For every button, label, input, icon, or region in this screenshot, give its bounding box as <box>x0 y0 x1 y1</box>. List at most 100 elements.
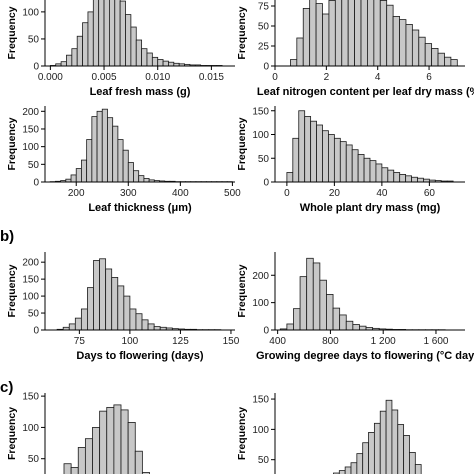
histogram-bar <box>393 172 401 183</box>
histogram-bar <box>162 60 169 67</box>
y-axis-title: Frequency <box>6 6 18 59</box>
histogram-bar <box>369 160 377 183</box>
histogram-bar <box>290 59 298 67</box>
histogram-bar <box>351 149 359 183</box>
x-axis-title: Growing degree days to flowering (°C day… <box>256 350 474 362</box>
histogram-bar <box>397 424 405 474</box>
histogram-bar <box>345 144 353 183</box>
histogram-bar <box>387 169 395 183</box>
x-tick-label: 4 <box>375 72 381 83</box>
histogram-bar <box>298 110 306 183</box>
histogram-bar <box>117 285 125 331</box>
histogram-bar <box>135 39 143 67</box>
histogram-bar <box>293 308 301 331</box>
y-axis-title: Frequency <box>6 407 18 460</box>
histogram-panel-1: 0 50 100 0.000 0.005 0.010 0.015 Leaf fresh mas… <box>6 0 235 98</box>
histogram-bar <box>326 294 334 331</box>
histogram-bar <box>112 125 119 183</box>
histogram-bar <box>363 157 371 183</box>
histogram-bar <box>316 124 323 183</box>
y-axis-title: Frequency <box>236 117 248 170</box>
panel-label-b: b) <box>0 228 14 245</box>
histogram-bar <box>386 4 394 67</box>
histogram-bar <box>151 56 159 67</box>
histogram-bar <box>66 54 73 67</box>
y-axis-title: Frequency <box>236 407 248 460</box>
histogram-panel-5: 0 50 100 150 200 75 100 125 150 Days to flowering… <box>6 252 240 362</box>
histogram-panel-7: 50 100 150 Frequency <box>6 392 150 474</box>
x-tick-label: 75 <box>74 336 86 347</box>
histogram-bar <box>319 279 327 331</box>
histogram-bar <box>99 410 108 474</box>
histogram-bar <box>76 35 83 67</box>
histogram-bar <box>99 258 107 331</box>
histogram-bar <box>332 307 341 331</box>
histogram-bar <box>135 313 143 331</box>
y-tick-label: 100 <box>22 292 39 303</box>
histogram-bar <box>309 0 317 67</box>
y-tick-label: 0 <box>263 178 269 189</box>
y-tick-label: 150 <box>22 275 39 286</box>
x-tick-label: 500 <box>224 188 241 199</box>
y-tick-label: 50 <box>258 154 270 165</box>
histogram-bar <box>92 0 100 67</box>
histogram-bar <box>68 323 76 331</box>
histogram-bar <box>339 141 347 183</box>
y-tick-label: 0 <box>263 62 269 73</box>
histogram-bar <box>417 177 424 183</box>
x-tick-label: 1 600 <box>423 336 448 347</box>
y-tick-label: 100 <box>22 423 39 434</box>
histogram-bar <box>405 175 412 183</box>
histogram-bar <box>373 422 381 474</box>
histogram-bar <box>299 276 308 331</box>
x-tick-label: 20 <box>329 188 341 199</box>
histogram-bar <box>450 59 458 67</box>
histogram-bar <box>141 472 150 474</box>
histogram-bar <box>356 453 364 474</box>
y-tick-label: 200 <box>252 271 269 282</box>
histogram-bar <box>147 323 155 331</box>
histogram-panel-3: 0 50 100 150 200 200 300 400 500 Leaf thickness (… <box>6 106 241 214</box>
y-tick-label: 50 <box>258 22 270 33</box>
histogram-bar <box>418 36 426 67</box>
x-tick-label: 60 <box>424 188 436 199</box>
histogram-bar <box>101 108 108 183</box>
histogram-bar <box>286 323 294 331</box>
y-tick-label: 75 <box>258 2 270 13</box>
histogram-bar <box>379 410 387 474</box>
histogram-bar <box>119 0 126 67</box>
y-tick-label: 25 <box>258 42 270 53</box>
histogram-bar <box>339 314 347 331</box>
x-axis-title: Whole plant dry mass (mg) <box>300 202 441 214</box>
histogram-bar <box>403 435 410 474</box>
x-tick-label: 400 <box>172 188 189 199</box>
histogram-bar <box>350 462 358 474</box>
y-tick-label: 100 <box>22 7 39 18</box>
x-tick-label: 6 <box>426 72 432 83</box>
panel-label-c: c) <box>0 379 13 396</box>
histogram-bar <box>306 257 314 331</box>
histogram-bar <box>338 470 346 474</box>
y-tick-label: 100 <box>22 142 39 153</box>
histogram-bar <box>113 404 122 474</box>
histogram-bar <box>399 173 407 183</box>
histogram-bar <box>81 159 88 183</box>
y-tick-label: 100 <box>252 298 269 309</box>
x-tick-label: 300 <box>120 188 137 199</box>
histogram-bar <box>143 178 150 183</box>
histogram-bar <box>328 134 335 183</box>
histogram-bar <box>334 0 343 67</box>
y-tick-label: 0 <box>33 326 39 337</box>
histogram-bar <box>322 130 329 183</box>
histogram-bar <box>385 399 393 474</box>
histogram-bar <box>127 422 136 474</box>
x-tick-label: 2 <box>324 72 330 83</box>
histogram-bar <box>84 438 93 474</box>
histogram-bar <box>304 116 312 183</box>
histogram-bar <box>352 324 360 331</box>
x-axis-title: Days to flowering (days) <box>76 350 203 362</box>
histogram-panel-4: 0 50 100 150 0 20 40 60 Whole plant dry mass (mg… <box>236 106 465 214</box>
histogram-bar <box>109 0 116 67</box>
histogram-bar <box>362 442 369 474</box>
